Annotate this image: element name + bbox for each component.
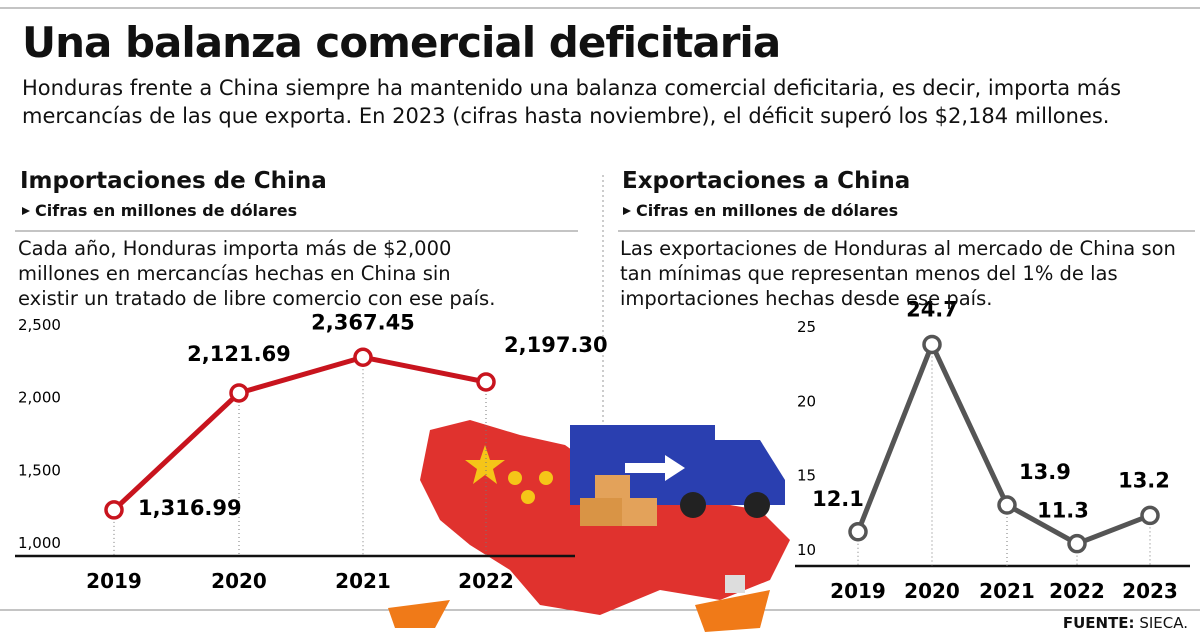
point (848, 522, 868, 542)
data-label: 11.3 (1037, 499, 1089, 523)
data-label: 2,367.45 (311, 310, 415, 334)
x-tick-label: 2022 (458, 569, 514, 593)
data-label: 2,121.69 (187, 342, 291, 366)
y-tick-label: 2,000 (18, 389, 61, 407)
bullet-icon (22, 207, 30, 215)
chart-subtitle: Cifras en millones de dólares (35, 201, 298, 220)
data-label: 24.7 (906, 297, 958, 321)
data-label: 13.2 (1118, 468, 1170, 492)
x-tick-label: 2019 (86, 569, 142, 593)
chart-description: Cada año, Honduras importa más de $2,000… (18, 237, 496, 310)
box (622, 498, 657, 526)
point (353, 347, 373, 368)
arrow (625, 455, 685, 481)
star (508, 471, 522, 485)
y-tick-label: 10 (797, 541, 816, 559)
illustration (388, 420, 790, 632)
point (229, 383, 249, 403)
truck-cab (715, 440, 785, 505)
ship (695, 590, 770, 632)
x-tick-label: 2023 (1122, 579, 1178, 603)
y-tick-label: 25 (797, 318, 816, 336)
chart-title: Exportaciones a China (622, 168, 911, 194)
source-text: SIECA. (1139, 614, 1188, 632)
x-tick-label: 2020 (904, 579, 960, 603)
series-line (112, 354, 487, 512)
box (580, 498, 625, 526)
data-label: 12.1 (812, 487, 864, 511)
subtitle: Honduras frente a China siempre ha mante… (22, 76, 1122, 128)
y-tick-label: 20 (797, 392, 816, 410)
star (539, 471, 553, 485)
source-label: FUENTE: (1062, 614, 1135, 632)
point (922, 334, 942, 355)
chart-subtitle: Cifras en millones de dólares (636, 201, 899, 220)
point (997, 495, 1017, 515)
x-tick-label: 2019 (830, 579, 886, 603)
x-tick-label: 2021 (979, 579, 1035, 603)
ship-cabin (725, 575, 745, 593)
chart-description: Las exportaciones de Honduras al mercado… (620, 237, 1176, 310)
data-label: 2,197.30 (504, 333, 608, 357)
box (595, 475, 630, 500)
data-label: 1,316.99 (138, 496, 242, 520)
wheel (680, 492, 706, 518)
y-tick-label: 1,000 (18, 534, 61, 552)
data-label: 13.9 (1019, 460, 1071, 484)
y-tick-label: 2,500 (18, 316, 61, 334)
point (1067, 533, 1087, 554)
wheel (744, 492, 770, 518)
y-tick-label: 1,500 (18, 461, 61, 479)
x-tick-label: 2020 (211, 569, 267, 593)
source: FUENTE: SIECA. (1063, 614, 1188, 632)
x-tick-label: 2022 (1049, 579, 1105, 603)
ship (388, 600, 450, 628)
point (476, 372, 496, 392)
y-tick-label: 15 (797, 467, 816, 485)
star (521, 490, 535, 504)
title: Una balanza comercial deficitaria (22, 18, 781, 67)
x-tick-label: 2021 (335, 569, 391, 593)
star (465, 445, 505, 484)
chart-title: Importaciones de China (20, 168, 327, 194)
point (104, 500, 124, 520)
bullet-icon (623, 207, 631, 215)
point (1140, 505, 1160, 526)
